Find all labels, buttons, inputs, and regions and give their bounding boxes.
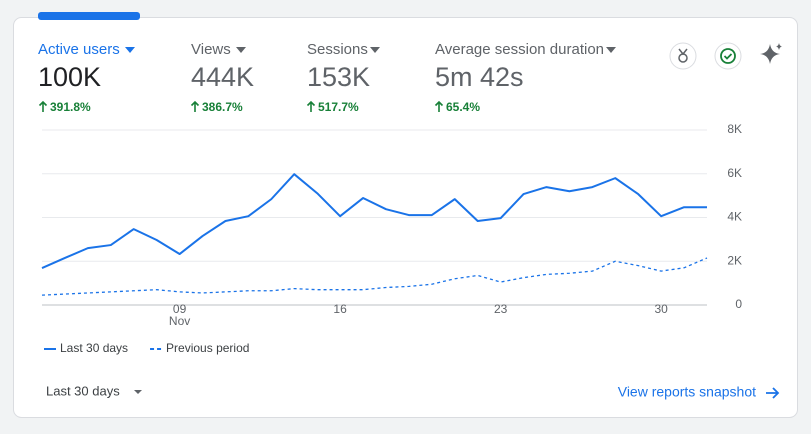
metric-value: 153K xyxy=(307,62,370,92)
metric-tab[interactable]: Active users 100K 391.8% xyxy=(38,41,135,114)
dropdown-icon xyxy=(134,390,142,394)
metric-change: 386.7% xyxy=(202,100,243,114)
series-line xyxy=(41,257,708,296)
dropdown-icon xyxy=(370,47,380,53)
metric-tab[interactable]: Average session duration 5m 42s 65.4% xyxy=(434,41,616,114)
legend-label: Previous period xyxy=(166,341,249,355)
range-selector[interactable]: Last 30 days xyxy=(46,383,142,398)
dropdown-icon xyxy=(236,47,246,53)
insight-button[interactable] xyxy=(669,42,697,70)
metric-change: 391.8% xyxy=(50,100,91,114)
metric-label: Sessions xyxy=(307,41,368,58)
status-button[interactable] xyxy=(714,42,742,70)
up-arrow xyxy=(306,100,316,112)
range-label: Last 30 days xyxy=(46,383,120,398)
legend-label: Last 30 days xyxy=(60,341,128,355)
view-snapshot-link[interactable]: View reports snapshot xyxy=(618,384,780,400)
x-tick-label: 23 xyxy=(494,302,508,316)
arrow-icon xyxy=(766,387,780,399)
y-tick-label: 6K xyxy=(727,166,742,180)
y-tick-label: 2K xyxy=(727,253,742,267)
up-arrow xyxy=(434,100,444,112)
legend-item: Previous period xyxy=(150,341,249,355)
y-tick-label: 8K xyxy=(727,122,742,136)
x-month-label: Nov xyxy=(169,314,190,328)
metric-value: 100K xyxy=(38,62,101,92)
y-tick-label: 0 xyxy=(735,297,742,311)
metric-change: 65.4% xyxy=(446,100,480,114)
metric-label: Average session duration xyxy=(435,41,604,58)
active-tab-indicator xyxy=(38,12,140,20)
dropdown-icon xyxy=(606,47,616,53)
metric-label: Active users xyxy=(38,41,120,58)
dropdown-icon xyxy=(125,47,135,53)
metric-tab[interactable]: Sessions 153K 517.7% xyxy=(306,41,380,114)
x-tick-label: 09 xyxy=(173,302,187,316)
y-tick-label: 4K xyxy=(727,210,742,224)
metric-value: 444K xyxy=(191,62,254,92)
metric-value: 5m 42s xyxy=(435,62,524,92)
metric-change: 517.7% xyxy=(318,100,359,114)
up-arrow xyxy=(38,100,48,112)
up-arrow xyxy=(190,100,200,112)
legend-item: Last 30 days xyxy=(44,341,128,355)
x-tick-label: 16 xyxy=(333,302,347,316)
x-tick-label: 30 xyxy=(654,302,668,316)
ai-sparkle-button[interactable] xyxy=(760,43,782,64)
link-text: View reports snapshot xyxy=(618,384,756,400)
metric-tab[interactable]: Views 444K 386.7% xyxy=(190,41,254,114)
series-line xyxy=(41,173,707,269)
metric-label: Views xyxy=(191,41,231,58)
